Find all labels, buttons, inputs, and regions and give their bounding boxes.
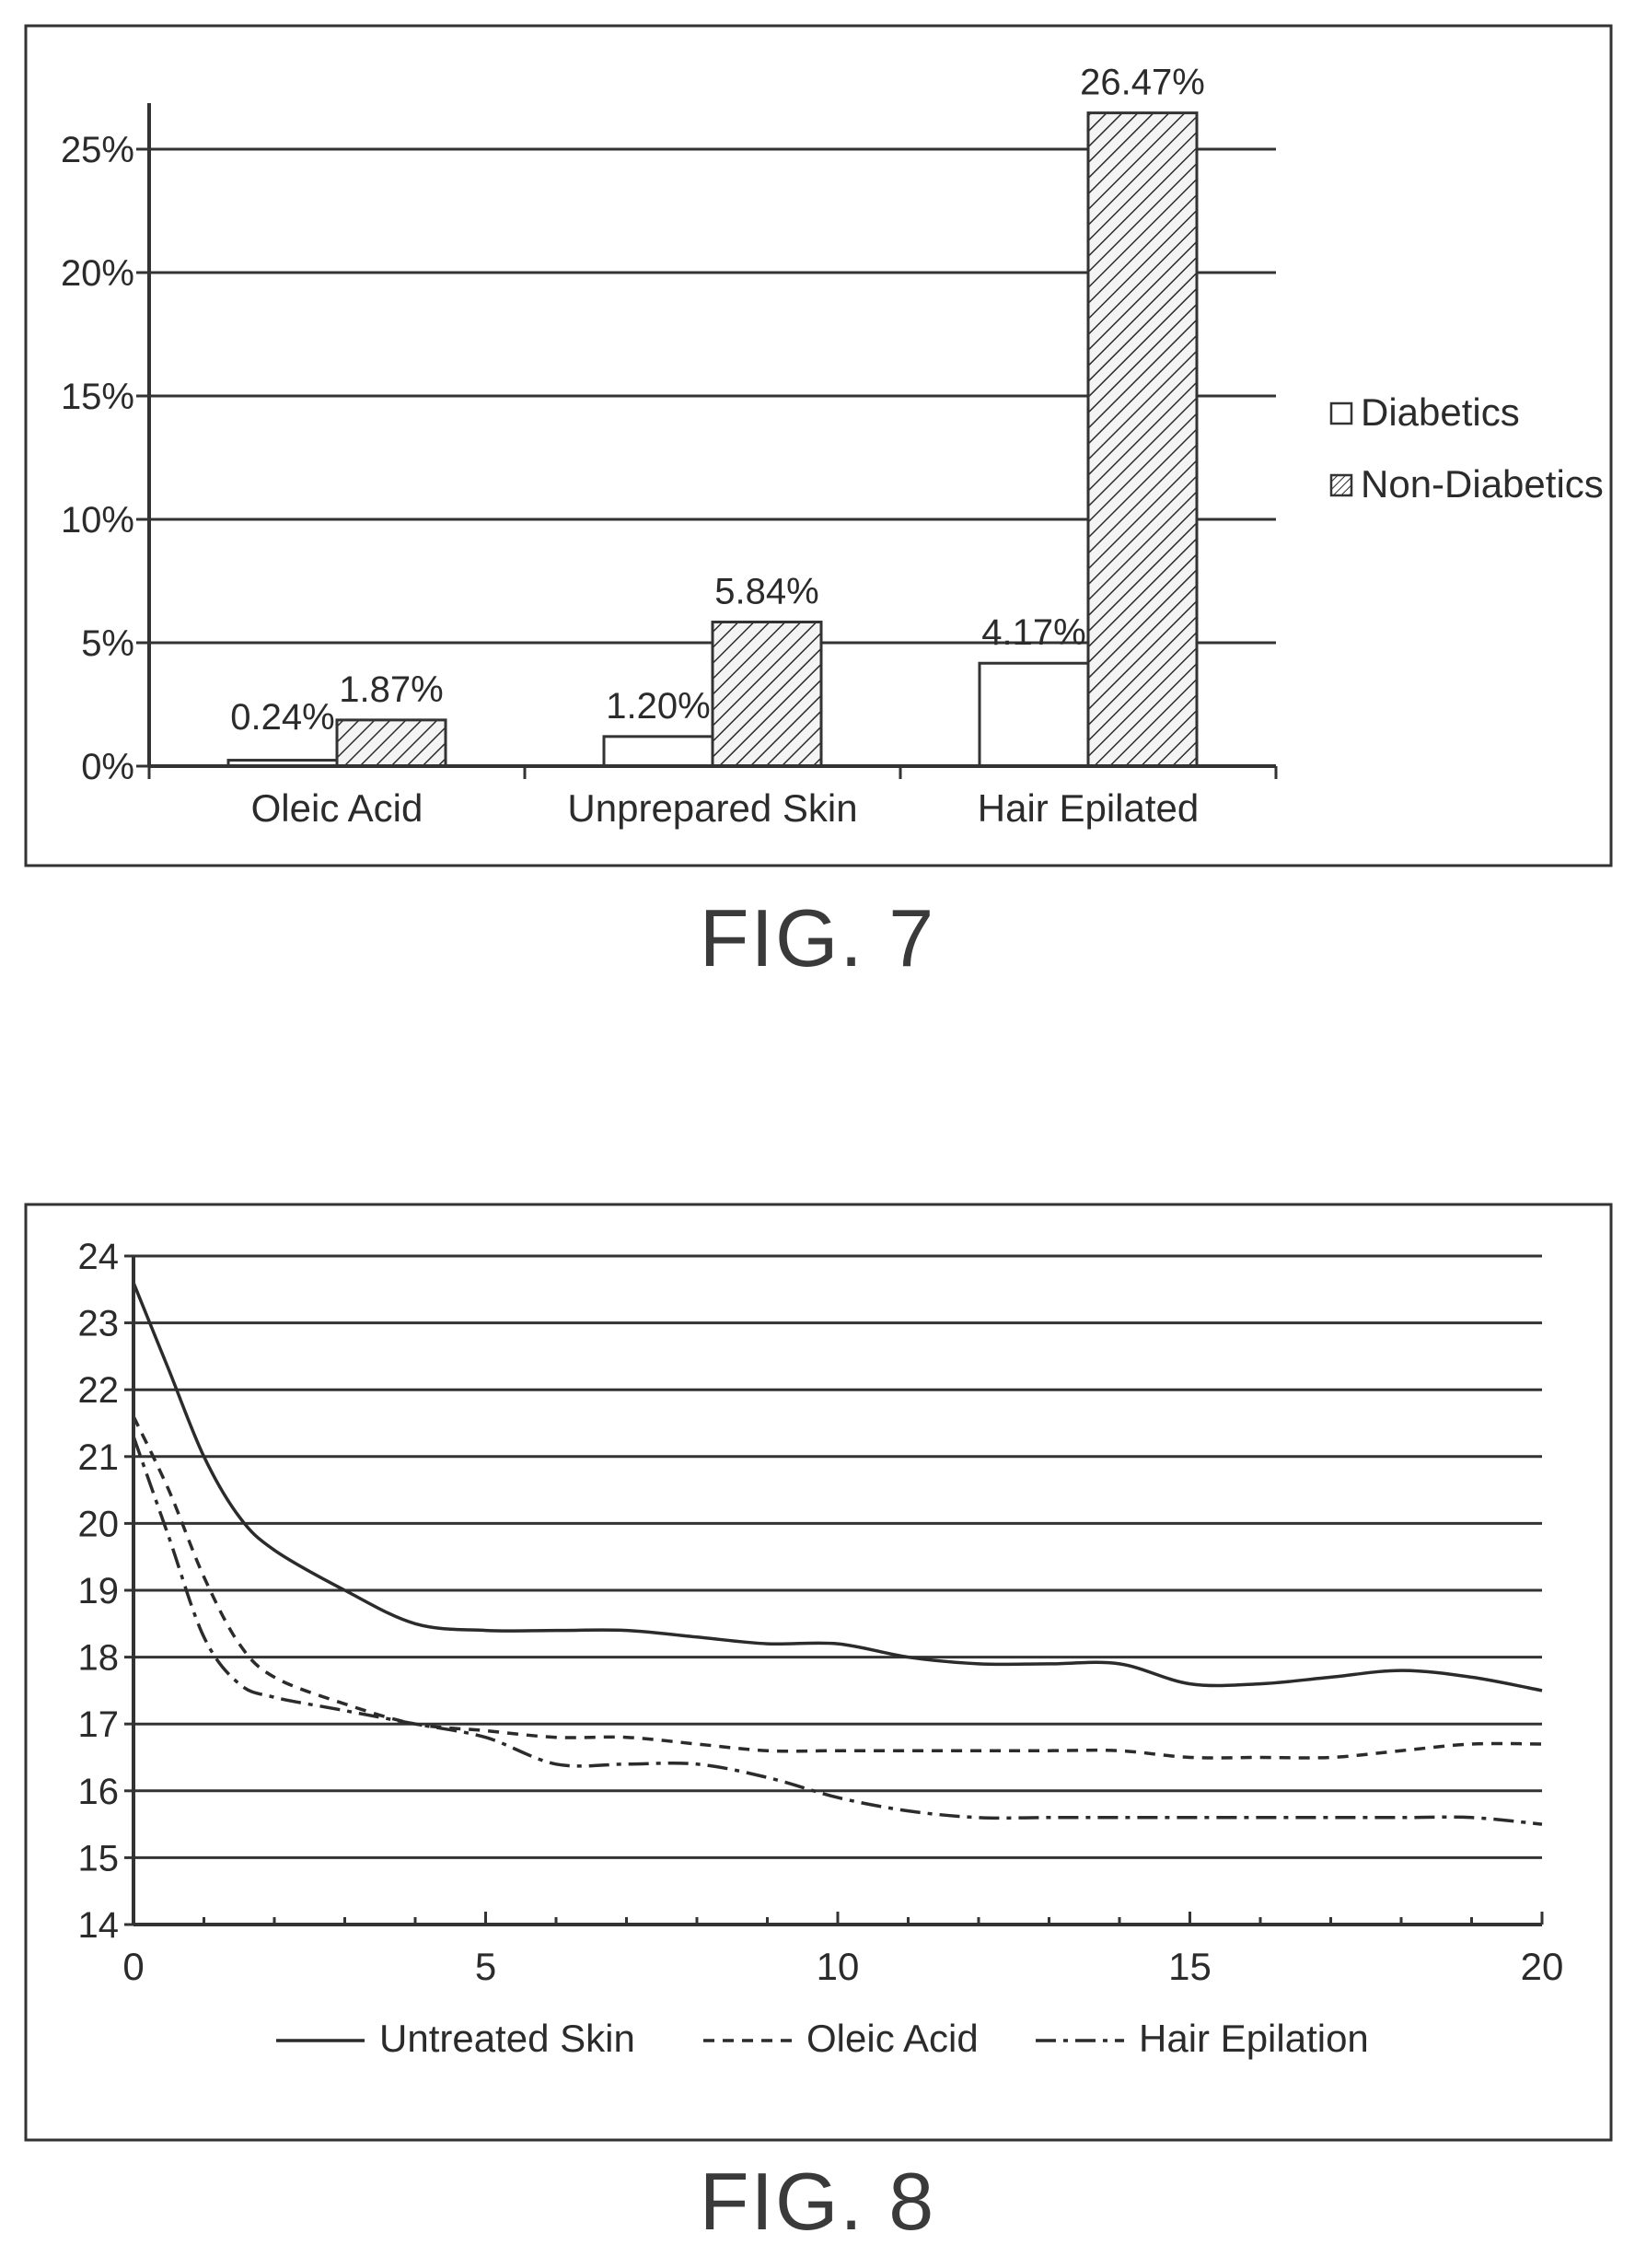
fig7-axes — [147, 103, 1276, 768]
fig8-y-tick-label: 21 — [78, 1437, 120, 1478]
fig7-y-tick-label: 0% — [81, 747, 134, 787]
fig7-bar-diabetics — [978, 661, 1090, 768]
fig7-data-label: 1.87% — [339, 669, 443, 710]
fig8-legend: Untreated Skin Oleic Acid Hair Epilation — [276, 2017, 1369, 2060]
fig7-y-tick-label: 15% — [61, 377, 134, 417]
fig8-y-tick-label: 18 — [78, 1638, 120, 1679]
fig8-series-lines — [132, 1282, 1543, 1826]
fig7-x-tick-label: Hair Epilated — [978, 786, 1199, 830]
fig7-x-tick-label: Oleic Acid — [251, 786, 423, 830]
fig7-y-tick-label: 20% — [61, 253, 134, 294]
fig7-x-axis-labels: Oleic Acid Unprepared Skin Hair Epilated — [147, 766, 1278, 830]
fig8-gridlines — [133, 1254, 1542, 1859]
fig7-bar-diabetics — [602, 735, 714, 768]
fig7-bar-non-diabetics — [711, 620, 823, 768]
fig7-data-label: 5.84% — [714, 571, 818, 611]
fig7-legend-label: Diabetics — [1361, 390, 1520, 434]
fig7-bar-non-diabetics — [335, 718, 447, 768]
fig8-series-untreated-skin — [132, 1282, 1543, 1692]
fig8-y-tick-label: 16 — [78, 1772, 120, 1812]
fig8-x-axis-ticks: 0 5 10 15 20 — [122, 1912, 1563, 1988]
fig7-caption: FIG. 7 — [699, 892, 936, 983]
fig8-border — [24, 1203, 1613, 2142]
fig7-x-tick-label: Unprepared Skin — [567, 786, 857, 830]
fig7-bars — [226, 111, 1199, 768]
fig7-legend: Diabetics Non-Diabetics — [1329, 390, 1604, 506]
fig8-x-tick-label: 0 — [122, 1945, 144, 1988]
fig8-y-tick-label: 24 — [78, 1237, 120, 1277]
fig8-y-tick-label: 22 — [78, 1370, 120, 1411]
fig8-x-tick-label: 20 — [1521, 1945, 1564, 1988]
fig7-data-label: 26.47% — [1080, 63, 1205, 103]
fig8-y-tick-label: 17 — [78, 1704, 120, 1745]
fig7-data-labels: 0.24%1.87% 1.20% 5.84% 4.17% 26.47% — [230, 63, 1205, 738]
fig8-x-tick-label: 5 — [475, 1945, 496, 1988]
fig7-y-axis-ticks: 0% 5% 10% 15% 20% 25% — [61, 130, 149, 787]
fig8-caption: FIG. 8 — [699, 2156, 936, 2247]
fig8-y-tick-label: 15 — [78, 1838, 120, 1878]
fig8-legend-label: Hair Epilation — [1139, 2017, 1369, 2060]
fig8-line-chart: 14 15 16 17 18 19 20 21 22 23 24 0 5 10 15 20 Untreate… — [24, 1203, 1613, 2142]
fig7-y-tick-label: 25% — [61, 130, 134, 170]
fig8-x-tick-label: 10 — [817, 1945, 860, 1988]
fig8-x-tick-label: 15 — [1168, 1945, 1212, 1988]
fig7-data-label: 0.24% — [230, 697, 334, 738]
fig7-legend-label: Non-Diabetics — [1361, 462, 1604, 506]
fig7-bar-non-diabetics — [1086, 111, 1199, 768]
fig8-axes — [132, 1256, 1542, 1926]
fig7-legend-swatch — [1329, 473, 1353, 497]
fig8-legend-label: Oleic Acid — [806, 2017, 979, 2060]
fig7-legend-swatch — [1329, 401, 1353, 425]
fig8-y-tick-label: 19 — [78, 1571, 120, 1611]
fig8-y-tick-label: 20 — [78, 1504, 120, 1544]
fig7-data-label: 1.20% — [606, 686, 710, 727]
fig8-series-hair-epilation — [132, 1436, 1543, 1826]
fig8-y-tick-label: 23 — [78, 1304, 120, 1344]
fig8-series-oleic-acid — [132, 1415, 1543, 1760]
fig8-y-tick-label: 14 — [78, 1905, 120, 1946]
fig8-y-axis-ticks: 14 15 16 17 18 19 20 21 22 23 24 — [78, 1237, 133, 1946]
fig7-y-tick-label: 5% — [81, 623, 134, 664]
fig7-y-tick-label: 10% — [61, 500, 134, 541]
fig7-data-label: 4.17% — [981, 612, 1085, 653]
fig7-bar-chart: 0% 5% 10% 15% 20% 25% 0.24%1.87% 1.20% 5.84% 4.1… — [24, 24, 1613, 867]
fig8-legend-label: Untreated Skin — [379, 2017, 635, 2060]
